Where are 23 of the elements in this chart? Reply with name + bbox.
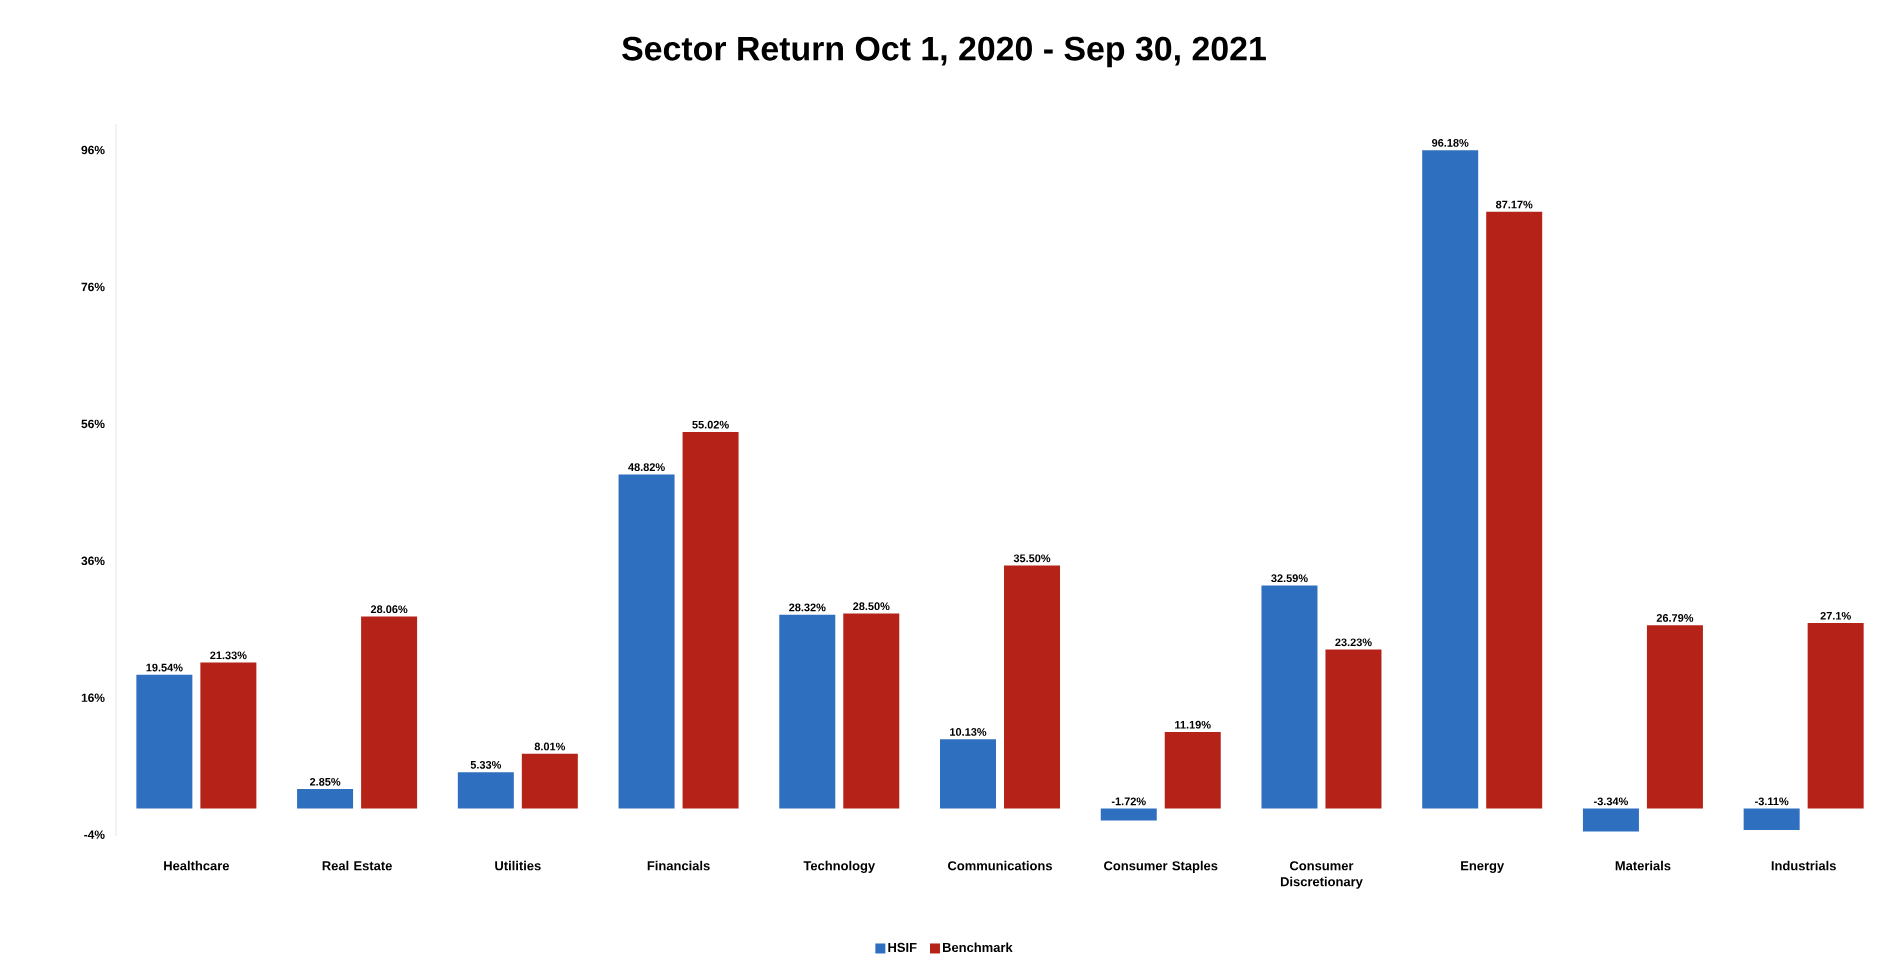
- bar: [1807, 623, 1864, 809]
- bar: [618, 474, 675, 809]
- bar: [136, 674, 193, 809]
- bar: [1582, 808, 1639, 832]
- bar: [1486, 211, 1543, 809]
- bar: [1325, 649, 1382, 809]
- bar: [200, 662, 257, 809]
- bar: [1100, 808, 1157, 821]
- bar: [682, 431, 739, 809]
- bar: [779, 614, 836, 809]
- bar: [1646, 625, 1703, 809]
- bar: [457, 772, 514, 809]
- bar: [1261, 585, 1318, 809]
- bar: [940, 739, 997, 809]
- bar: [361, 616, 418, 809]
- bar: [1164, 732, 1221, 809]
- bar: [297, 789, 354, 809]
- bar: [1004, 565, 1061, 809]
- bar: [1422, 150, 1479, 809]
- chart-title: Sector Return Oct 1, 2020 - Sep 30, 2021: [622, 36, 1266, 68]
- bar: [521, 753, 578, 809]
- bar: [1743, 808, 1800, 830]
- bar: [843, 613, 900, 809]
